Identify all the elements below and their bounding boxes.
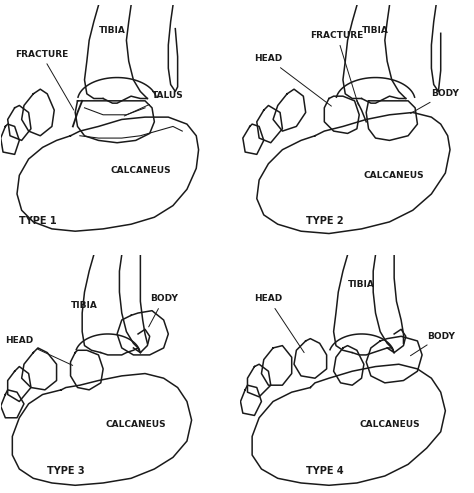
Text: TYPE 3: TYPE 3 <box>47 466 85 476</box>
Text: TIBIA: TIBIA <box>348 281 375 289</box>
Text: TYPE 2: TYPE 2 <box>306 216 343 226</box>
Text: HEAD: HEAD <box>255 54 331 106</box>
Text: CALCANEUS: CALCANEUS <box>364 171 424 179</box>
Text: FRACTURE: FRACTURE <box>310 31 364 105</box>
Text: TIBIA: TIBIA <box>99 26 126 35</box>
Text: CALCANEUS: CALCANEUS <box>110 166 171 175</box>
Text: CALCANEUS: CALCANEUS <box>105 420 166 429</box>
Text: TIBIA: TIBIA <box>362 26 389 35</box>
Text: CALCANEUS: CALCANEUS <box>359 420 420 429</box>
Text: TYPE 4: TYPE 4 <box>306 466 343 476</box>
Text: HEAD: HEAD <box>255 294 304 352</box>
Text: TYPE 1: TYPE 1 <box>19 216 57 226</box>
Text: FRACTURE: FRACTURE <box>15 50 74 110</box>
Text: BODY: BODY <box>410 332 455 356</box>
Text: TALUS: TALUS <box>124 92 184 116</box>
Text: BODY: BODY <box>410 89 459 113</box>
Text: BODY: BODY <box>149 294 178 327</box>
Text: TIBIA: TIBIA <box>71 301 98 311</box>
Text: HEAD: HEAD <box>5 336 73 365</box>
